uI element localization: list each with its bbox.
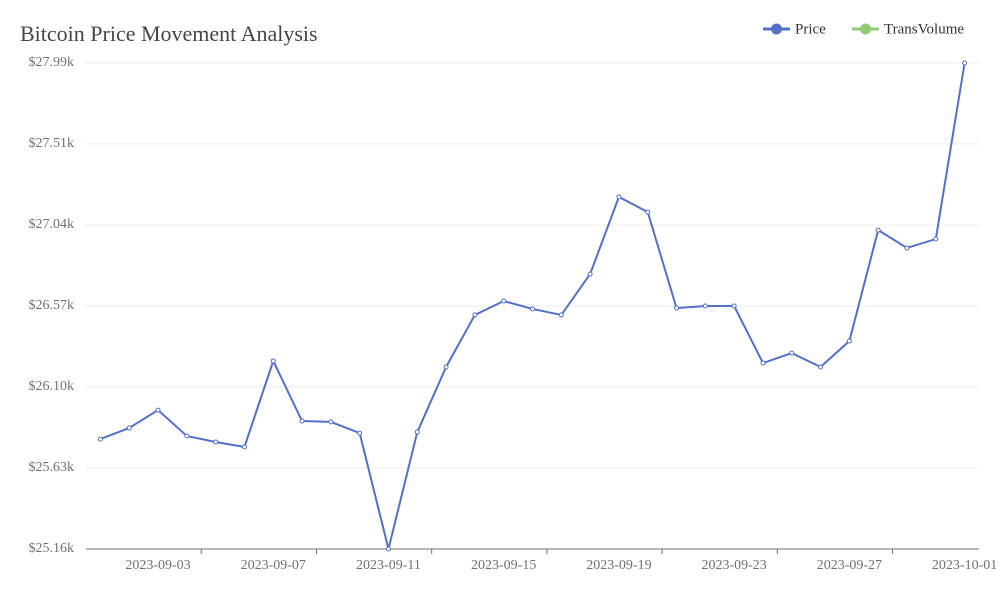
- point: [962, 60, 968, 66]
- x-tick-label: 2023-10-01: [932, 558, 997, 573]
- point: [616, 194, 622, 200]
- point: [674, 305, 680, 311]
- y-tick-label: $25.16k: [29, 541, 75, 556]
- y-tick-label: $27.04k: [29, 217, 75, 232]
- point: [126, 425, 132, 431]
- point: [645, 209, 651, 215]
- x-tick-label: 2023-09-27: [817, 558, 882, 573]
- point: [241, 444, 247, 450]
- legend-marker: [860, 23, 871, 35]
- point: [213, 439, 219, 445]
- x-tick-label: 2023-09-07: [241, 558, 306, 573]
- point: [587, 271, 593, 277]
- point: [414, 429, 420, 435]
- point: [530, 306, 535, 312]
- point: [760, 360, 766, 366]
- y-tick-label: $27.51k: [29, 136, 75, 151]
- point: [933, 236, 939, 242]
- point: [904, 245, 910, 251]
- y-tick-label: $25.63k: [29, 460, 75, 475]
- point: [731, 303, 737, 309]
- y-tick-label: $26.57k: [29, 298, 75, 313]
- point: [443, 364, 449, 370]
- chart-title: Bitcoin Price Movement Analysis: [20, 21, 318, 46]
- point: [875, 227, 881, 233]
- point: [558, 312, 564, 318]
- legend-label: TransVolume: [884, 21, 964, 37]
- point: [184, 433, 190, 439]
- point: [97, 436, 103, 442]
- x-tick-label: 2023-09-15: [471, 558, 536, 573]
- point: [270, 358, 276, 364]
- point: [385, 546, 391, 552]
- point: [299, 418, 305, 424]
- legend-label: Price: [795, 21, 826, 37]
- point: [357, 430, 363, 436]
- point: [789, 350, 795, 356]
- x-tick-label: 2023-09-11: [356, 558, 421, 573]
- point: [702, 303, 708, 309]
- x-tick-label: 2023-09-19: [586, 558, 651, 573]
- point: [818, 364, 824, 370]
- point: [472, 312, 478, 318]
- y-tick-label: $27.99k: [29, 55, 75, 70]
- point: [846, 338, 852, 344]
- point: [155, 407, 161, 413]
- point: [328, 419, 334, 425]
- x-tick-label: 2023-09-03: [125, 558, 190, 573]
- x-tick-label: 2023-09-23: [701, 558, 766, 573]
- y-tick-label: $26.10k: [29, 379, 75, 394]
- legend-marker: [771, 23, 782, 35]
- point: [501, 298, 507, 304]
